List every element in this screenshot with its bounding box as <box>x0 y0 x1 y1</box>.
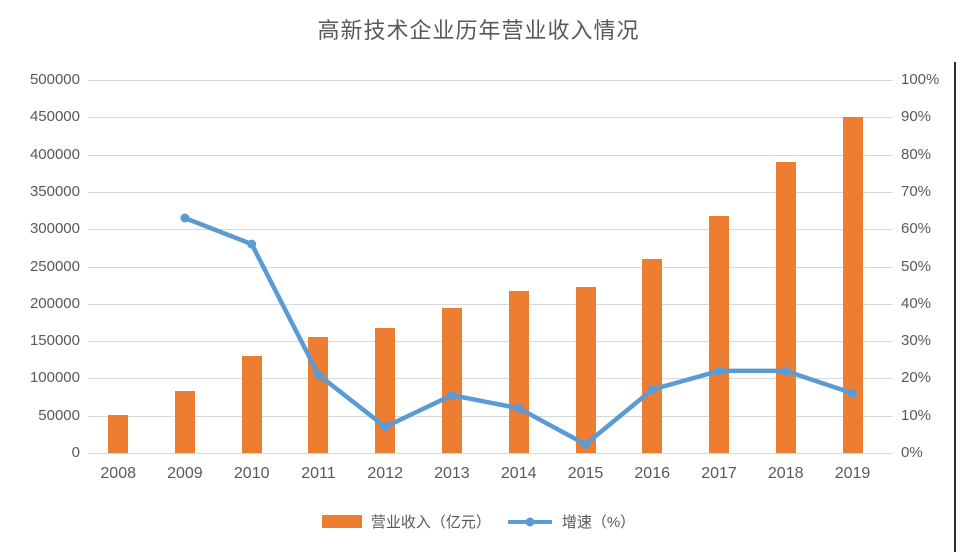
legend-item-growth: 增速（%） <box>507 511 635 532</box>
gridline <box>88 229 893 231</box>
left-axis-tick: 100000 <box>29 369 80 387</box>
gridline <box>88 415 893 417</box>
x-axis-tick-2018: 2018 <box>767 465 804 482</box>
x-axis-tick-2009: 2009 <box>167 465 203 482</box>
gridline <box>88 341 893 343</box>
right-axis-tick: 60% <box>901 220 932 238</box>
revenue-bar-2014 <box>508 291 529 453</box>
gridline <box>88 266 893 268</box>
right-axis-tick: 10% <box>901 406 932 424</box>
revenue-bar-2008 <box>108 415 129 453</box>
x-axis-tick-2011: 2011 <box>301 465 336 482</box>
left-axis-tick: 50000 <box>38 406 80 424</box>
right-axis-tick: 50% <box>901 257 932 275</box>
revenue-bar-2012 <box>375 328 396 453</box>
x-axis-tick-2016: 2016 <box>634 465 670 482</box>
revenue-bar-2010 <box>241 356 262 453</box>
legend-item-revenue: 营业收入（亿元） <box>321 511 491 532</box>
revenue-bar-2018 <box>775 162 796 453</box>
right-axis-tick: 0% <box>901 444 923 461</box>
left-axis-tick: 250000 <box>29 257 80 275</box>
revenue-bar-2017 <box>709 215 729 453</box>
right-axis-tick: 20% <box>901 369 932 387</box>
x-axis-tick-2014: 2014 <box>500 465 537 482</box>
gridline <box>88 378 893 380</box>
left-axis-tick: 300000 <box>29 220 80 238</box>
revenue-bar-2011 <box>308 336 329 453</box>
growth-line-swatch <box>507 517 552 526</box>
left-axis-tick: 450000 <box>29 108 80 126</box>
left-axis-tick: 350000 <box>29 182 80 200</box>
left-axis-tick: 400000 <box>29 145 80 163</box>
right-axis-tick: 30% <box>901 332 932 350</box>
x-axis-tick-2008: 2008 <box>100 465 136 482</box>
revenue-bar-2013 <box>441 308 462 453</box>
x-axis-tick-2019: 2019 <box>834 465 871 482</box>
legend-label-growth: 增速（%） <box>561 514 636 531</box>
left-axis-tick: 0 <box>71 444 80 461</box>
revenue-bar-2016 <box>642 259 663 453</box>
screenshot-edge-border <box>954 62 956 552</box>
revenue-bar-swatch <box>321 515 362 528</box>
right-axis-tick: 90% <box>901 108 932 126</box>
gridline <box>88 80 893 81</box>
right-axis-tick: 80% <box>901 145 932 163</box>
x-axis-tick-2010: 2010 <box>233 465 270 482</box>
legend-label-revenue: 营业收入（亿元） <box>370 514 491 531</box>
revenue-bar-2015 <box>575 287 596 453</box>
x-axis-tick-2017: 2017 <box>701 465 737 482</box>
gridline <box>88 453 893 454</box>
left-axis-tick: 200000 <box>29 294 80 312</box>
gridline <box>88 117 893 119</box>
right-axis-tick: 70% <box>901 182 932 200</box>
x-axis-tick-2012: 2012 <box>367 465 403 482</box>
revenue-bar-2019 <box>842 117 863 453</box>
chart-title: 高新技术企业历年营业收入情况 <box>317 19 640 44</box>
x-axis-tick-2015: 2015 <box>567 465 604 482</box>
right-axis-tick: 100% <box>901 71 940 88</box>
left-axis-tick: 150000 <box>29 332 80 350</box>
left-axis-tick: 500000 <box>29 71 80 88</box>
revenue-bar-2009 <box>174 391 195 453</box>
legend: 营业收入（亿元） 增速（%） <box>0 511 957 532</box>
gridline <box>88 154 893 156</box>
x-axis-tick-2013: 2013 <box>434 465 470 482</box>
gridline <box>88 191 893 193</box>
gridline <box>88 303 893 305</box>
right-axis-tick: 40% <box>901 294 932 312</box>
